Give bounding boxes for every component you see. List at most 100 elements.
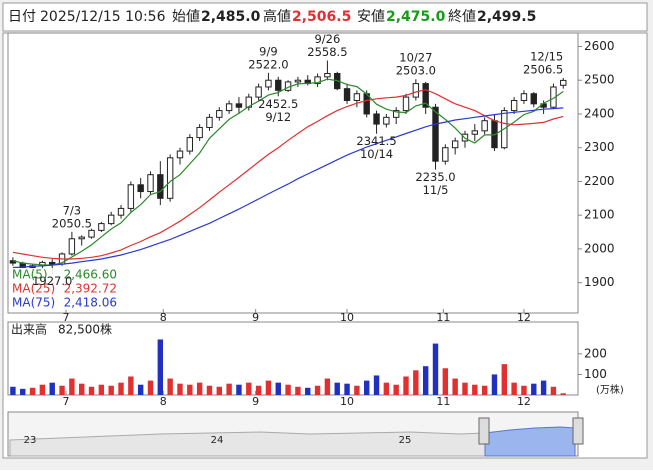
volume-panel: [7, 321, 579, 396]
header-label: 高値: [263, 8, 291, 25]
annotation: 2235.0: [415, 170, 455, 184]
volume-bar: [481, 385, 488, 395]
legend-bg: [10, 282, 120, 296]
annotation: 2506.5: [523, 63, 563, 77]
volume-bar: [39, 384, 46, 395]
volume-bar: [452, 378, 458, 395]
volume-bar: [88, 386, 95, 395]
candle-body: [392, 110, 400, 118]
volume-bar: [226, 383, 232, 395]
candle-body: [117, 207, 125, 216]
volume-bar: [187, 384, 193, 395]
annotation: 2503.0: [396, 64, 436, 78]
candle-body: [481, 120, 488, 132]
candle-body: [216, 110, 223, 118]
navigator-label: 23: [24, 435, 37, 446]
candle-body: [157, 174, 164, 199]
volume-bar: [137, 384, 144, 395]
header-label: 始値: [172, 9, 200, 25]
header-low: 2,475.0: [386, 9, 446, 25]
candle-body: [49, 261, 56, 265]
volume-bar: [462, 382, 468, 395]
volume-bar: [344, 383, 350, 395]
candle-body: [442, 147, 449, 162]
y-tick-label: 2600: [584, 39, 615, 53]
x-tick-label: 12: [517, 395, 531, 408]
navigator-label: 24: [211, 435, 224, 446]
volume-bar: [196, 382, 203, 395]
candle-body: [402, 96, 410, 112]
candle-body: [530, 93, 537, 105]
volume-bar: [531, 383, 537, 395]
volume-label: 出来高: [11, 322, 47, 337]
volume-bar: [550, 386, 557, 395]
x-tick-label: 9: [252, 395, 259, 408]
volume-bar: [314, 385, 321, 395]
volume-bar: [305, 387, 311, 395]
legend-bg: [10, 268, 120, 282]
candle-body: [314, 76, 321, 85]
volume-bar: [69, 378, 75, 395]
volume-bar: [393, 384, 399, 395]
price-panel: [7, 32, 579, 314]
legend-name: MA(25): [12, 282, 55, 296]
candle-body: [88, 229, 95, 238]
candle-body: [294, 79, 302, 83]
volume-bar: [560, 393, 566, 395]
volume-bar: [324, 378, 331, 395]
candle-body: [127, 184, 135, 209]
x-tick-label: 9: [252, 311, 259, 324]
annotation: 1927.0: [32, 274, 72, 288]
volume-bar: [167, 378, 173, 395]
candle-body: [176, 150, 184, 159]
navigator-handle[interactable]: [478, 417, 490, 445]
y-tick-label: 2400: [584, 106, 615, 120]
volume-bar: [511, 382, 517, 395]
y-tick-label: 1900: [584, 275, 615, 289]
volume-bar: [59, 385, 65, 395]
volume-bar: [285, 384, 291, 395]
volume-bar: [118, 382, 124, 395]
ma-line: [12, 78, 564, 266]
candle-body: [98, 223, 105, 231]
candle-body: [137, 184, 144, 193]
legend-name: MA(5): [12, 268, 48, 282]
volume-bar: [20, 388, 26, 395]
volume-bar: [501, 364, 507, 395]
navigator-handle[interactable]: [572, 417, 584, 445]
volume-bar: [128, 376, 134, 395]
annotation: 11/5: [423, 183, 449, 197]
annotation: 10/27: [399, 51, 432, 65]
volume-bar: [10, 386, 16, 395]
volume-tick-label: 200: [584, 346, 607, 360]
annotation: 10/14: [360, 147, 393, 161]
annotation: 9/26: [314, 32, 340, 46]
volume-bar: [334, 382, 340, 395]
volume-bar: [413, 370, 419, 395]
x-tick-label: 11: [436, 395, 450, 408]
candle-body: [471, 130, 479, 135]
x-tick-label: 7: [62, 311, 69, 324]
y-tick-label: 2500: [584, 73, 615, 87]
candle-body: [225, 103, 233, 112]
candle-body: [510, 99, 518, 112]
annotation: 7/3: [63, 203, 82, 217]
header-high: 2,506.5: [292, 9, 351, 25]
candle-body: [324, 72, 331, 78]
volume-unit: (万株): [596, 383, 624, 396]
candle-body: [107, 214, 115, 225]
volume-bar: [216, 386, 222, 395]
y-tick-label: 2300: [584, 140, 615, 154]
annotation: 12/15: [530, 50, 563, 64]
candle-body: [422, 83, 429, 108]
navigator-selection: [484, 426, 576, 457]
header-label: 日付: [8, 9, 36, 25]
candle-body: [432, 106, 439, 162]
annotation: 2452.5: [258, 97, 298, 111]
ma-line: [12, 107, 564, 269]
header-open: 2,485.0: [201, 9, 261, 25]
candle-body: [147, 174, 154, 193]
annotation: 9/9: [259, 44, 278, 58]
volume-bar: [442, 368, 449, 395]
volume-bar: [521, 385, 527, 395]
